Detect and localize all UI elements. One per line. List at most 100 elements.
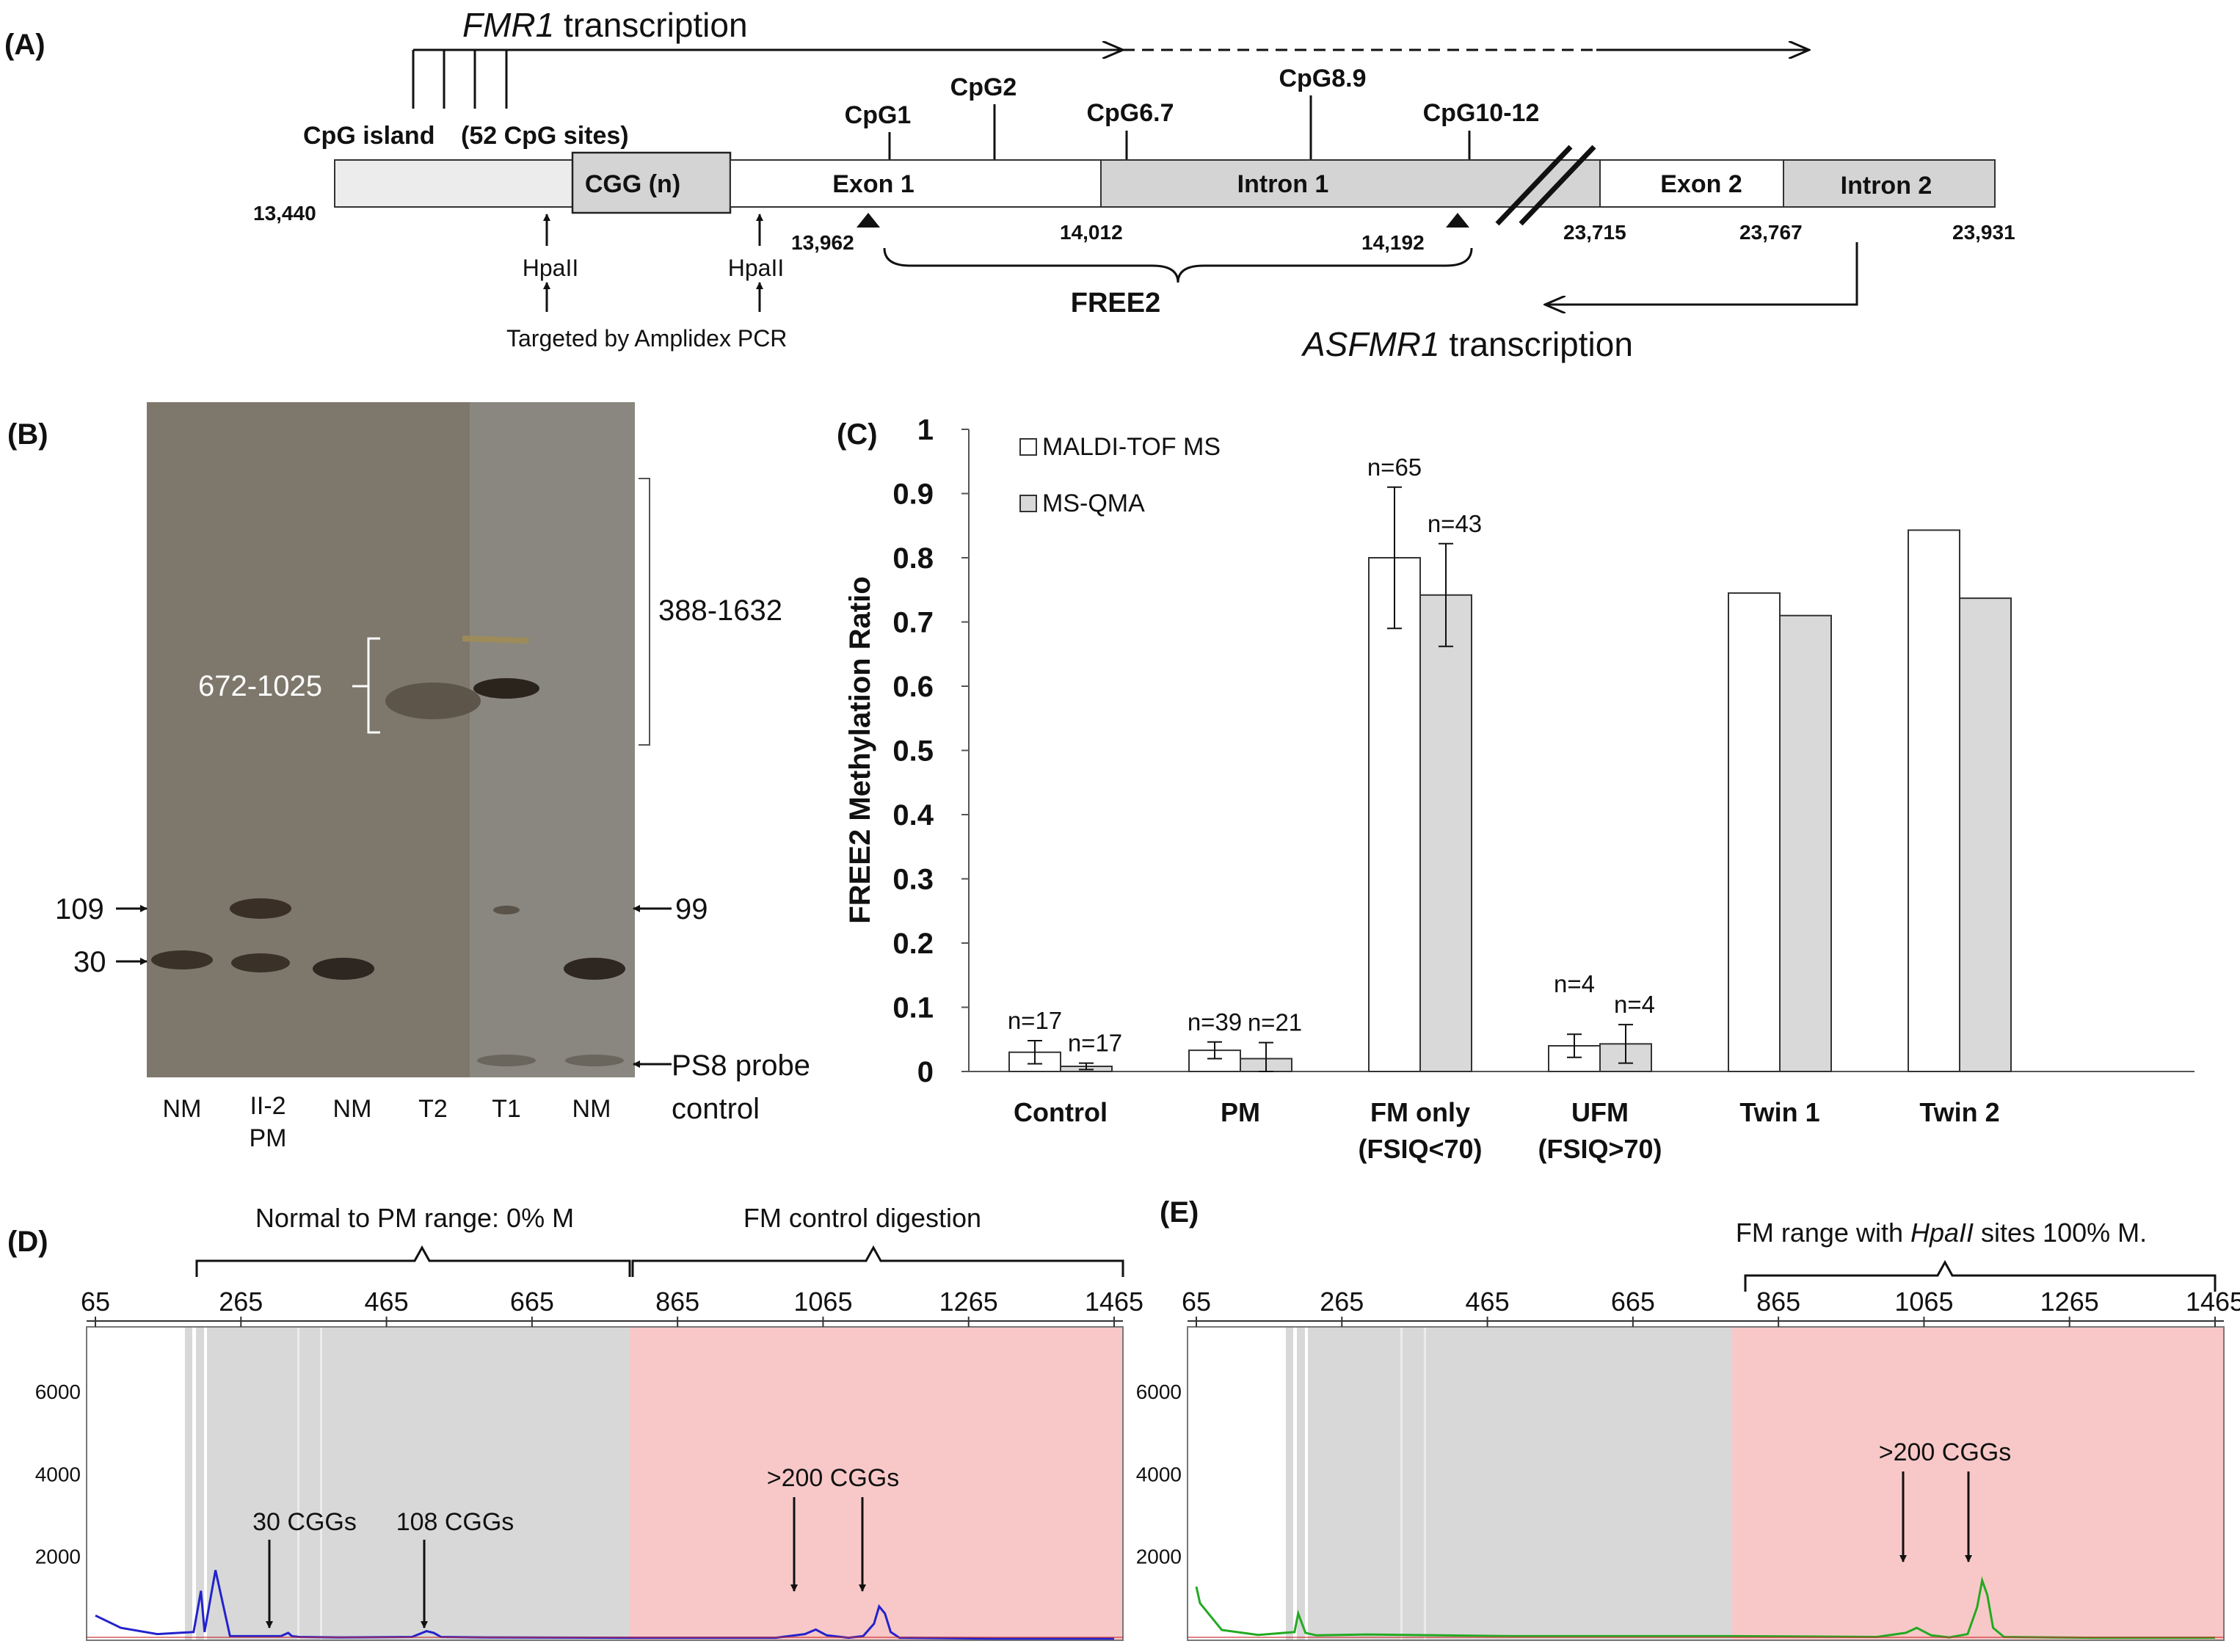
ep-x-tick-label: 665 — [1611, 1287, 1655, 1317]
e-arrow-label-200: >200 CGGs — [1879, 1438, 2011, 1466]
ep-x-tick-label: 1465 — [2186, 1287, 2240, 1317]
ep-trace — [95, 1570, 1114, 1640]
pos-23715: 23,715 — [1563, 221, 1626, 244]
ep-x-tick-label: 1465 — [1085, 1287, 1143, 1317]
ep-y-tick-label: 2000 — [1136, 1546, 1182, 1568]
d-arrow-label-108: 108 CGGs — [396, 1508, 514, 1536]
panel-d: (D) Normal to PM range: 0% M FM control … — [7, 1203, 1143, 1641]
e-shade-gap — [1305, 1327, 1308, 1640]
ep-x-tick-label: 65 — [1182, 1287, 1211, 1317]
marker-109-label: 109 — [55, 893, 104, 925]
band-ii2-30 — [231, 953, 290, 972]
ep-y-tick-label: 4000 — [35, 1463, 81, 1485]
band-probe-nm — [565, 1055, 624, 1066]
band-t2-fm — [385, 683, 481, 719]
ep-y-tick-label: 2000 — [35, 1546, 81, 1568]
lane-label: T1 — [492, 1095, 521, 1123]
ep-x-tick-label: 665 — [510, 1287, 554, 1317]
intron2-box — [1783, 159, 1996, 208]
cpg89-label: CpG8.9 — [1279, 65, 1366, 92]
e-bracket-label: FM range with HpaII sites 100% M. — [1736, 1218, 2147, 1248]
d-bracket-right — [631, 1245, 1124, 1277]
c-n-label: n=21 — [1248, 1009, 1302, 1036]
ep-x-tick-label: 65 — [81, 1287, 110, 1317]
cpg-sites-label: (52 CpG sites) — [461, 122, 629, 150]
exon2-label: Exon 2 — [1660, 170, 1742, 198]
c-y-tick-label: 0.1 — [892, 992, 934, 1025]
cgg-box — [571, 151, 732, 214]
c-n-label: n=17 — [1008, 1007, 1062, 1034]
band-probe-t1 — [477, 1055, 536, 1066]
c-category-labels: Control PM FM only (FSIQ<70) UFM (FSIQ>70) Twi… — [1014, 1097, 2000, 1164]
band-ii2-109 — [230, 898, 291, 919]
marker-30-label: 30 — [73, 946, 106, 978]
c-y-tick-label: 0.3 — [892, 864, 934, 896]
lane-label: NM — [572, 1095, 611, 1123]
exon1-label: Exon 1 — [832, 170, 914, 198]
break-mark — [1495, 145, 1573, 226]
free2-label: FREE2 — [1071, 288, 1160, 319]
band-nm1-30 — [151, 950, 213, 969]
c-bar-maldi — [1728, 592, 1781, 1072]
pos-14192-marker — [1446, 213, 1469, 228]
c-y-ticks: 0 0.1 0.2 0.3 0.4 0.5 0.6 0.7 0.8 0.9 1 — [892, 414, 969, 1088]
legend-swatch-maldi — [1019, 438, 1037, 456]
ep-x-tick-label: 1065 — [1894, 1287, 1953, 1317]
e-shade-gap — [1293, 1327, 1297, 1640]
cpg-island-label: CpG island — [303, 122, 434, 150]
ep-frame — [86, 1326, 1124, 1641]
d-shade-gap — [192, 1327, 196, 1640]
c-bars: n=17 n=39 n=65 n=4 n=17 n=21 n=43 n=4 — [1008, 454, 2012, 1072]
amplidex-label: Targeted by Amplidex PCR — [506, 325, 787, 352]
ep-y-tick-label: 6000 — [1136, 1380, 1182, 1403]
legend-swatch-msqma — [1019, 495, 1037, 512]
intron2-label: Intron 2 — [1841, 172, 1932, 200]
free2-brace — [883, 247, 1473, 283]
ep-x-tick-label: 1265 — [939, 1287, 998, 1317]
c-y-tick-label: 0.6 — [892, 671, 934, 703]
d-electropherogram: 65 265 465 665 865 1065 1265 1465 2000 4000 6000 — [35, 1287, 1143, 1641]
c-n-label: n=43 — [1428, 510, 1482, 537]
pos-23931: 23,931 — [1952, 221, 2015, 244]
exon1-box — [730, 159, 1102, 208]
pos-14012: 14,012 — [1060, 221, 1123, 244]
ep-x-tick-label: 865 — [655, 1287, 699, 1317]
c-bar-msqma — [1959, 597, 2012, 1072]
lane-label: NM — [333, 1095, 372, 1123]
c-category-sublabel: (FSIQ<70) — [1358, 1134, 1482, 1164]
pos-13962-marker — [857, 213, 880, 228]
c-y-tick-label: 0.7 — [892, 607, 934, 639]
c-category-label: PM — [1221, 1097, 1260, 1127]
pos-14192: 14,192 — [1361, 231, 1425, 254]
c-n-label: n=65 — [1367, 454, 1422, 481]
d-arrow-label-30: 30 CGGs — [252, 1508, 357, 1536]
asfmr1-arrow — [1545, 242, 1858, 305]
c-category-label: UFM — [1571, 1097, 1629, 1127]
c-n-label: n=4 — [1554, 970, 1595, 997]
c-category-label: Twin 2 — [1919, 1097, 1999, 1127]
ep-x-tick-label: 1065 — [793, 1287, 852, 1317]
e-shade-gap — [1400, 1327, 1403, 1640]
cpg2-label: CpG2 — [950, 73, 1017, 101]
cgg-label: CGG (n) — [585, 170, 680, 198]
c-n-label: n=4 — [1614, 991, 1655, 1018]
d-arrow-label-200: >200 CGGs — [767, 1464, 899, 1492]
cpg1012-label: CpG10-12 — [1423, 99, 1540, 127]
lane-label: II-2 — [250, 1092, 286, 1120]
c-category-label: Control — [1014, 1097, 1108, 1127]
panel-label-a: (A) — [4, 29, 46, 61]
e-shade-gap — [1424, 1327, 1426, 1640]
hpaii-label-2: HpaII — [728, 255, 784, 281]
range-672-1025-label: 672-1025 — [198, 670, 322, 702]
d-bracket-right-label: FM control digestion — [743, 1203, 981, 1233]
gel-artifact-line — [462, 636, 529, 644]
c-category-sublabel: (FSIQ>70) — [1538, 1134, 1662, 1164]
ep-x-tick-label: 265 — [219, 1287, 263, 1317]
c-category-label: Twin 1 — [1739, 1097, 1819, 1127]
pos-13440: 13,440 — [253, 202, 316, 225]
panel-label-e: (E) — [1160, 1196, 1199, 1229]
ep-x-tick-label: 465 — [365, 1287, 409, 1317]
c-category-label: FM only — [1370, 1097, 1470, 1127]
band-nm2-30 — [313, 958, 374, 980]
promoter-box — [334, 159, 574, 208]
